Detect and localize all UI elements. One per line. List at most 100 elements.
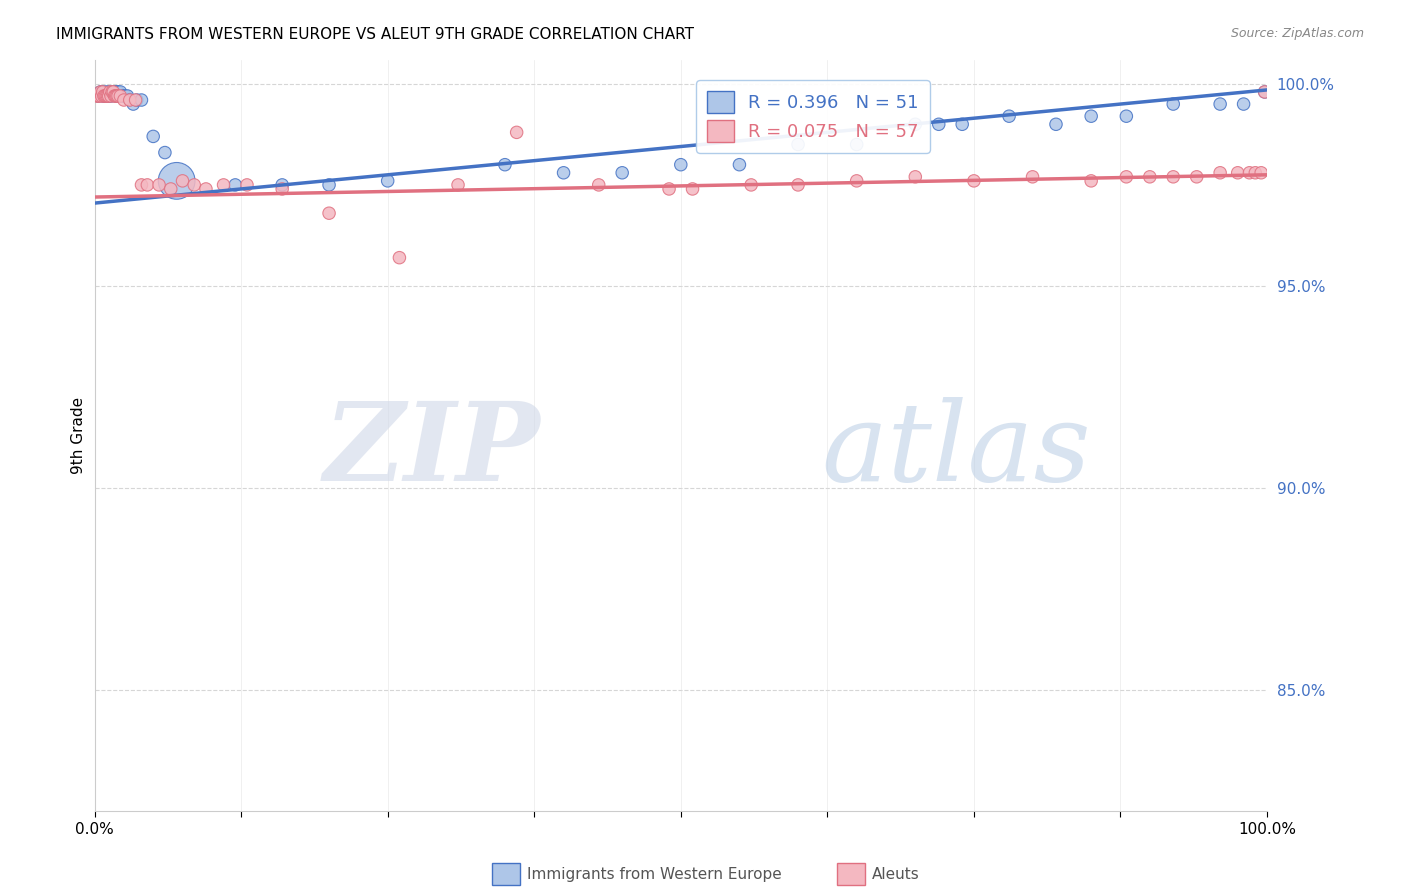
Point <box>91 85 114 99</box>
Point <box>669 158 692 172</box>
Point <box>553 166 575 180</box>
Text: atlas: atlas <box>821 397 1091 504</box>
Point <box>1253 85 1275 99</box>
Point <box>94 89 117 103</box>
Text: Aleuts: Aleuts <box>872 867 920 881</box>
Point <box>125 93 148 107</box>
Point <box>1226 166 1249 180</box>
Point <box>89 89 111 103</box>
Point <box>166 174 188 188</box>
Point <box>1045 117 1067 131</box>
Point <box>1232 97 1254 112</box>
Point <box>1115 169 1137 184</box>
Point <box>172 174 194 188</box>
Point <box>103 85 125 99</box>
Point <box>96 85 118 99</box>
Point <box>1115 109 1137 123</box>
Point <box>93 85 115 99</box>
Point <box>86 89 108 103</box>
Point <box>87 89 110 103</box>
Point <box>131 178 153 192</box>
Point <box>236 178 259 192</box>
Point <box>1161 169 1184 184</box>
Point <box>787 178 810 192</box>
Point <box>110 89 132 103</box>
Point <box>194 182 217 196</box>
Point <box>96 89 118 103</box>
Point <box>89 85 111 99</box>
Point <box>588 178 610 192</box>
Point <box>658 182 681 196</box>
Point <box>136 178 159 192</box>
Point <box>111 89 134 103</box>
Point <box>91 89 114 103</box>
Point <box>103 89 125 103</box>
Point <box>118 93 141 107</box>
Point <box>212 178 235 192</box>
Point <box>96 89 118 103</box>
Point <box>118 93 141 107</box>
Point <box>998 109 1021 123</box>
Point <box>100 89 122 103</box>
Point <box>904 117 927 131</box>
Point <box>103 85 125 99</box>
Point <box>1209 166 1232 180</box>
Text: Source: ZipAtlas.com: Source: ZipAtlas.com <box>1230 27 1364 40</box>
Point <box>112 93 135 107</box>
Point <box>1080 109 1102 123</box>
Point <box>612 166 634 180</box>
Point <box>97 89 120 103</box>
Point <box>87 89 110 103</box>
Point <box>148 178 170 192</box>
Point <box>90 85 112 99</box>
Point <box>142 129 165 144</box>
Point <box>787 137 810 152</box>
Point <box>108 89 131 103</box>
Point <box>117 89 139 103</box>
Point <box>1253 85 1275 99</box>
Point <box>89 85 111 99</box>
Point <box>101 85 124 99</box>
Point <box>845 174 868 188</box>
Point <box>105 85 128 99</box>
Point <box>131 93 153 107</box>
Point <box>97 89 120 103</box>
Point <box>124 93 146 107</box>
Point <box>114 89 136 103</box>
Point <box>271 182 294 196</box>
Point <box>505 125 527 139</box>
Point <box>728 158 751 172</box>
Point <box>93 89 115 103</box>
Point <box>1244 166 1267 180</box>
Point <box>318 206 340 220</box>
Point <box>447 178 470 192</box>
Point <box>94 89 117 103</box>
Legend: R = 0.396   N = 51, R = 0.075   N = 57: R = 0.396 N = 51, R = 0.075 N = 57 <box>696 80 929 153</box>
Y-axis label: 9th Grade: 9th Grade <box>72 397 86 474</box>
Point <box>103 85 125 99</box>
Point <box>318 178 340 192</box>
Point <box>963 174 986 188</box>
Point <box>1161 97 1184 112</box>
Point <box>494 158 516 172</box>
Point <box>159 182 181 196</box>
Point <box>388 251 411 265</box>
Point <box>682 182 704 196</box>
Point <box>950 117 973 131</box>
Point <box>224 178 246 192</box>
Point <box>98 85 121 99</box>
Point <box>122 97 145 112</box>
Point <box>1209 97 1232 112</box>
Point <box>107 89 129 103</box>
Point <box>377 174 399 188</box>
Point <box>271 178 294 192</box>
Point <box>100 89 122 103</box>
Point <box>1250 166 1272 180</box>
Point <box>104 89 127 103</box>
Text: IMMIGRANTS FROM WESTERN EUROPE VS ALEUT 9TH GRADE CORRELATION CHART: IMMIGRANTS FROM WESTERN EUROPE VS ALEUT … <box>56 27 695 42</box>
Text: Immigrants from Western Europe: Immigrants from Western Europe <box>527 867 782 881</box>
Point <box>740 178 762 192</box>
Point <box>1021 169 1043 184</box>
Point <box>1139 169 1161 184</box>
Point <box>96 89 118 103</box>
